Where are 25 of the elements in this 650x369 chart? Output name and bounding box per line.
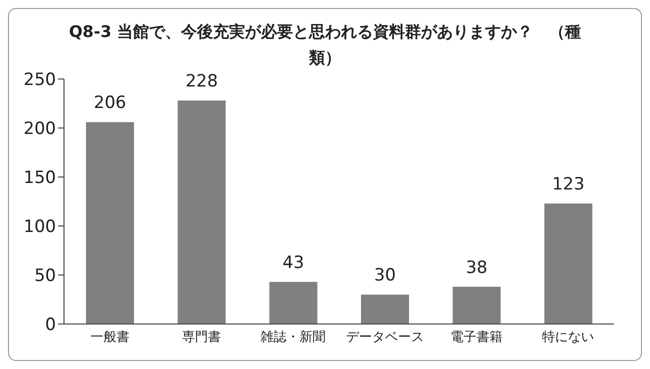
- x-tick-label: 雑誌・新聞: [260, 330, 326, 346]
- x-tick-label: 専門書: [182, 330, 221, 346]
- data-label: 206: [94, 93, 126, 114]
- bar: [178, 100, 226, 324]
- x-tick-label: 一般書: [90, 330, 130, 346]
- data-label: 43: [282, 252, 304, 273]
- data-label: 228: [185, 72, 218, 92]
- data-label: 30: [374, 266, 396, 286]
- y-tick-label: 50: [34, 266, 56, 286]
- bar: [269, 282, 318, 324]
- chart-title: Q8-3 当館で、今後充実が必要と思われる資料群がありますか？ （種類）: [68, 21, 582, 69]
- y-tick-label: 0: [45, 315, 56, 336]
- y-tick-label: 150: [24, 168, 56, 188]
- bar: [86, 122, 134, 324]
- bar: [361, 294, 409, 324]
- x-tick-label: データベース: [346, 330, 424, 346]
- bar: [452, 286, 501, 324]
- bar: [544, 203, 592, 324]
- x-tick-label: 電子書籍: [450, 330, 502, 346]
- data-label: 38: [466, 258, 488, 278]
- data-label: 123: [552, 174, 585, 194]
- y-tick-label: 200: [24, 119, 56, 140]
- x-tick-label: 特にない: [542, 330, 594, 346]
- y-tick-label: 100: [24, 217, 56, 238]
- y-tick-label: 250: [24, 70, 56, 90]
